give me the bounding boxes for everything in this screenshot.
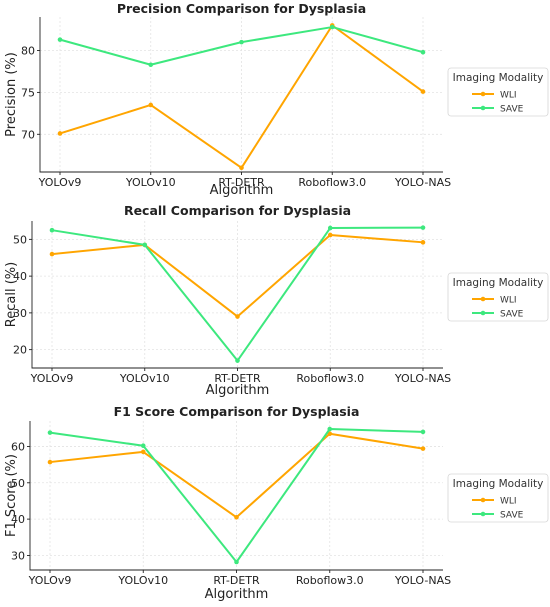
y-axis-label: F1 Score (%) xyxy=(4,454,19,537)
y-axis-label: Recall (%) xyxy=(4,262,19,327)
x-tick-label: YOLO-NAS xyxy=(394,574,451,587)
data-point-save xyxy=(327,426,333,432)
legend-marker-wli xyxy=(480,497,486,503)
legend-box xyxy=(447,272,549,322)
legend-box xyxy=(447,473,549,523)
data-point-save xyxy=(234,559,239,565)
y-tick-label: 50 xyxy=(11,477,25,490)
legend-title: Imaging Modality xyxy=(453,478,544,490)
legend-label-wli: WLI xyxy=(500,91,517,101)
legend: Imaging Modality WLI SAVE xyxy=(447,473,549,523)
axis-spines xyxy=(31,221,443,369)
data-point-wli xyxy=(235,314,240,319)
x-axis-label: Algorithm xyxy=(205,587,269,602)
data-point-wli xyxy=(49,251,55,257)
data-point-wli xyxy=(57,131,63,136)
legend-marker-save xyxy=(480,310,486,316)
chart-title: Precision Comparison for Dysplasia xyxy=(117,1,366,16)
data-point-save xyxy=(239,39,244,45)
data-point-save xyxy=(49,227,55,233)
axis-spines xyxy=(39,17,443,173)
y-tick-label: 30 xyxy=(11,549,25,562)
data-point-save xyxy=(420,49,426,55)
legend-box xyxy=(447,67,549,117)
legend-marker-save xyxy=(480,105,486,111)
x-tick-label: RT-DETR xyxy=(214,372,261,385)
legend-label-wli: WLI xyxy=(500,497,517,507)
data-point-wli xyxy=(239,165,244,171)
x-tick-label: YOLOv9 xyxy=(30,372,74,385)
legend-marker-save xyxy=(480,511,486,517)
data-point-save xyxy=(57,37,63,42)
y-tick-label: 75 xyxy=(21,86,35,99)
x-axis-label: Algorithm xyxy=(210,183,274,198)
y-tick-label: 40 xyxy=(13,270,27,283)
data-point-save xyxy=(327,225,333,231)
x-tick-label: YOLOv10 xyxy=(119,372,170,385)
legend: Imaging Modality WLI SAVE xyxy=(447,67,549,117)
legend-title: Imaging Modality xyxy=(453,277,544,289)
y-tick-label: 40 xyxy=(11,513,25,526)
data-point-wli xyxy=(327,232,333,238)
legend-label-save: SAVE xyxy=(500,105,524,115)
data-point-save xyxy=(142,242,148,248)
data-point-save xyxy=(329,24,335,30)
data-point-save xyxy=(140,443,146,449)
chart-panel-3: 30 40 50 60 YOLOv9 YOLOv10 RT-DETR Roboflow3.0 Y… xyxy=(4,404,549,602)
legend: Imaging Modality WLI SAVE xyxy=(447,272,549,322)
y-tick-label: 50 xyxy=(13,233,27,246)
data-point-save xyxy=(235,358,240,363)
x-tick-label: YOLO-NAS xyxy=(394,176,451,189)
x-tick-label: RT-DETR xyxy=(218,176,265,189)
x-tick-label: YOLOv10 xyxy=(125,176,176,189)
x-tick-label: YOLOv9 xyxy=(28,574,72,587)
x-tick-label: YOLO-NAS xyxy=(394,372,451,385)
chart-panel-1: 70 75 80 YOLOv9 YOLOv10 RT-DETR Roboflow3.0 YOL… xyxy=(4,1,549,198)
x-tick-label: YOLOv10 xyxy=(117,574,168,587)
x-tick-label: YOLOv9 xyxy=(38,176,82,189)
x-tick-label: Roboflow3.0 xyxy=(298,176,366,189)
data-point-wli xyxy=(420,89,426,94)
y-tick-label: 30 xyxy=(13,307,27,320)
legend-title: Imaging Modality xyxy=(453,72,544,84)
data-point-wli xyxy=(420,446,426,451)
data-point-wli xyxy=(420,240,426,245)
legend-label-save: SAVE xyxy=(500,511,524,521)
data-point-wli xyxy=(47,459,53,465)
chart-panel-2: 20 30 40 50 YOLOv9 YOLOv10 RT-DETR Roboflow3.0 Y… xyxy=(4,203,549,398)
legend-label-save: SAVE xyxy=(500,310,524,320)
data-point-wli xyxy=(148,102,154,108)
x-tick-label: RT-DETR xyxy=(213,574,260,587)
axis-spines xyxy=(29,421,443,571)
y-tick-label: 20 xyxy=(13,344,27,357)
y-tick-label: 80 xyxy=(21,45,35,58)
x-tick-label: Roboflow3.0 xyxy=(296,372,364,385)
data-point-save xyxy=(47,430,53,435)
chart-title: F1 Score Comparison for Dysplasia xyxy=(114,404,360,419)
y-axis-label: Precision (%) xyxy=(4,52,19,137)
y-tick-label: 70 xyxy=(21,128,35,141)
data-point-save xyxy=(420,429,426,435)
legend-label-wli: WLI xyxy=(500,296,517,306)
x-axis-label: Algorithm xyxy=(206,383,270,398)
data-point-save xyxy=(420,225,426,230)
data-point-wli xyxy=(327,431,333,437)
legend-marker-wli xyxy=(480,296,486,302)
chart-title: Recall Comparison for Dysplasia xyxy=(124,203,351,218)
data-point-wli xyxy=(140,449,146,455)
x-tick-label: Roboflow3.0 xyxy=(296,574,364,587)
legend-marker-wli xyxy=(480,91,486,97)
data-point-wli xyxy=(234,515,239,520)
data-point-save xyxy=(148,62,154,68)
y-tick-label: 60 xyxy=(11,440,25,453)
